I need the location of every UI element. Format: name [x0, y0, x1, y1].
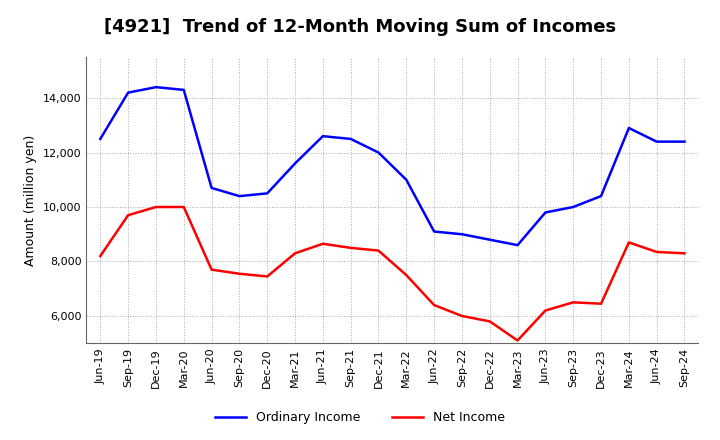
- Net Income: [207, 267, 216, 272]
- Ordinary Income: [263, 191, 271, 196]
- Ordinary Income: [652, 139, 661, 144]
- Net Income: [374, 248, 383, 253]
- Ordinary Income: [541, 210, 550, 215]
- Net Income: [291, 251, 300, 256]
- Net Income: [597, 301, 606, 306]
- Net Income: [680, 251, 689, 256]
- Ordinary Income: [430, 229, 438, 234]
- Net Income: [652, 249, 661, 255]
- Ordinary Income: [124, 90, 132, 95]
- Net Income: [263, 274, 271, 279]
- Ordinary Income: [96, 136, 104, 142]
- Legend: Ordinary Income, Net Income: Ordinary Income, Net Income: [210, 407, 510, 429]
- Net Income: [569, 300, 577, 305]
- Ordinary Income: [624, 125, 633, 131]
- Net Income: [318, 241, 327, 246]
- Net Income: [485, 319, 494, 324]
- Net Income: [124, 213, 132, 218]
- Net Income: [96, 253, 104, 259]
- Ordinary Income: [235, 194, 243, 199]
- Ordinary Income: [374, 150, 383, 155]
- Ordinary Income: [485, 237, 494, 242]
- Ordinary Income: [513, 242, 522, 248]
- Net Income: [458, 313, 467, 319]
- Ordinary Income: [179, 87, 188, 92]
- Ordinary Income: [458, 231, 467, 237]
- Ordinary Income: [402, 177, 410, 183]
- Ordinary Income: [318, 134, 327, 139]
- Net Income: [346, 245, 355, 250]
- Net Income: [624, 240, 633, 245]
- Ordinary Income: [346, 136, 355, 142]
- Ordinary Income: [152, 84, 161, 90]
- Net Income: [541, 308, 550, 313]
- Ordinary Income: [207, 185, 216, 191]
- Net Income: [402, 272, 410, 278]
- Y-axis label: Amount (million yen): Amount (million yen): [24, 135, 37, 266]
- Net Income: [152, 204, 161, 209]
- Net Income: [513, 338, 522, 343]
- Line: Net Income: Net Income: [100, 207, 685, 341]
- Line: Ordinary Income: Ordinary Income: [100, 87, 685, 245]
- Net Income: [235, 271, 243, 276]
- Net Income: [179, 204, 188, 209]
- Ordinary Income: [291, 161, 300, 166]
- Ordinary Income: [597, 194, 606, 199]
- Ordinary Income: [569, 204, 577, 209]
- Text: [4921]  Trend of 12-Month Moving Sum of Incomes: [4921] Trend of 12-Month Moving Sum of I…: [104, 18, 616, 36]
- Ordinary Income: [680, 139, 689, 144]
- Net Income: [430, 302, 438, 308]
